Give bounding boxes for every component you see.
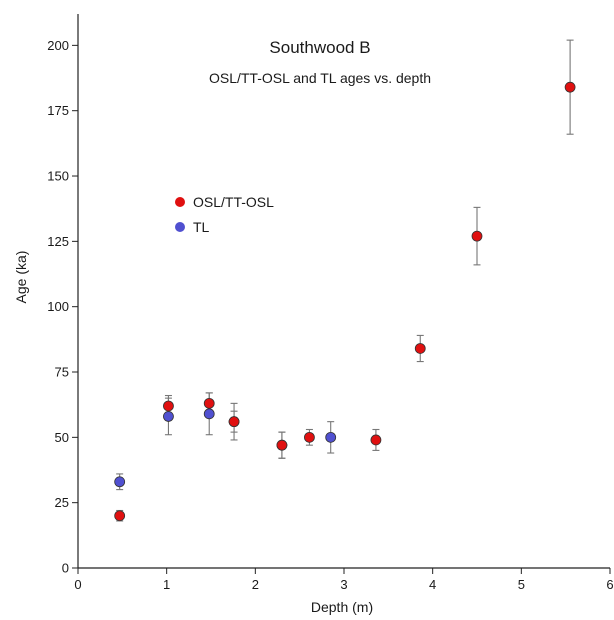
osl-point — [228, 416, 240, 428]
x-axis-title: Depth (m) — [311, 599, 373, 615]
legend-marker-osl — [175, 197, 185, 207]
osl-point — [203, 397, 215, 409]
x-tick-label: 1 — [163, 577, 170, 592]
y-tick-label: 0 — [62, 561, 69, 576]
legend-marker-tl — [175, 222, 185, 232]
axes — [77, 14, 610, 569]
osl-point — [471, 230, 483, 242]
y-tick-label: 175 — [47, 103, 69, 118]
x-axis-ticks: 0 1 2 3 4 5 6 — [74, 568, 614, 592]
osl-point — [276, 439, 288, 451]
x-tick-label: 4 — [429, 577, 436, 592]
osl-point — [370, 434, 382, 446]
legend: OSL/TT-OSL TL — [175, 194, 274, 235]
x-tick-label: 3 — [340, 577, 347, 592]
legend-label-tl: TL — [193, 219, 210, 235]
error-bars — [116, 39, 574, 522]
y-tick-label: 200 — [47, 38, 69, 53]
y-tick-label: 100 — [47, 299, 69, 314]
y-axis-ticks: 0 25 50 75 100 125 150 175 200 — [47, 38, 78, 576]
osl-point — [414, 343, 426, 354]
y-tick-label: 125 — [47, 234, 69, 249]
tl-point — [163, 411, 174, 422]
x-tick-label: 6 — [606, 577, 613, 592]
osl-point — [564, 81, 576, 93]
tl-point — [114, 476, 126, 488]
y-tick-label: 150 — [47, 169, 69, 184]
chart-title: Southwood B — [269, 38, 370, 57]
x-tick-label: 2 — [252, 577, 259, 592]
y-axis-title: Age (ka) — [13, 251, 29, 304]
tl-point — [325, 431, 337, 443]
y-tick-label: 75 — [55, 365, 69, 380]
osl-point — [304, 431, 315, 443]
y-tick-label: 25 — [55, 495, 69, 510]
osl-point — [114, 510, 126, 522]
tl-point — [203, 408, 215, 420]
legend-label-osl: OSL/TT-OSL — [193, 194, 274, 210]
osl-point — [163, 400, 174, 412]
data-points — [114, 81, 576, 522]
x-tick-label: 0 — [74, 577, 81, 592]
x-tick-label: 5 — [518, 577, 525, 592]
y-tick-label: 50 — [55, 430, 69, 445]
chart-subtitle: OSL/TT-OSL and TL ages vs. depth — [209, 70, 431, 86]
